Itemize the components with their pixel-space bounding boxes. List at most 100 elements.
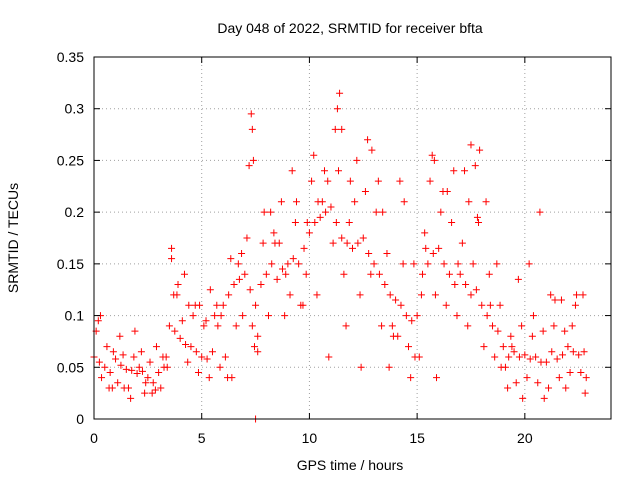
y-tick-label: 0.3 (65, 101, 85, 117)
data-point (247, 110, 255, 118)
data-point (98, 374, 106, 382)
data-point (284, 260, 292, 268)
data-point (515, 353, 523, 361)
data-point (239, 312, 247, 320)
data-point (214, 322, 222, 330)
data-point (408, 317, 416, 325)
data-point (400, 198, 408, 206)
data-point (375, 270, 383, 278)
data-point (417, 291, 425, 299)
data-point (331, 125, 339, 133)
data-point (103, 343, 111, 351)
data-point (521, 351, 529, 359)
data-point (338, 125, 346, 133)
data-point (462, 281, 470, 289)
data-point (324, 177, 332, 185)
data-point (356, 291, 364, 299)
data-point (170, 291, 178, 299)
data-point (246, 286, 254, 294)
data-point (114, 379, 122, 387)
data-point (526, 355, 534, 363)
data-point (557, 296, 565, 304)
data-point (461, 167, 469, 175)
data-point (264, 312, 272, 320)
data-point (155, 368, 163, 376)
data-point (405, 343, 413, 351)
y-tick-label: 0.1 (65, 308, 85, 324)
data-point (577, 368, 585, 376)
data-point (525, 260, 533, 268)
data-point (529, 312, 537, 320)
data-point (205, 374, 213, 382)
data-point (437, 208, 445, 216)
data-point (445, 270, 453, 278)
data-point (497, 363, 505, 371)
data-point (282, 270, 290, 278)
y-tick-label: 0.15 (57, 256, 84, 272)
data-point (431, 291, 439, 299)
data-point (288, 167, 296, 175)
data-point (157, 384, 165, 392)
data-point (313, 291, 321, 299)
data-point (168, 244, 176, 252)
data-point (333, 105, 341, 113)
data-point (379, 208, 387, 216)
data-point (428, 151, 436, 159)
data-point (221, 353, 229, 361)
data-point (493, 260, 501, 268)
data-point (545, 384, 553, 392)
data-point (277, 198, 285, 206)
data-point (536, 208, 544, 216)
data-points (90, 89, 590, 423)
data-point (116, 332, 124, 340)
data-point (187, 343, 195, 351)
data-point (128, 366, 136, 374)
data-point (273, 275, 281, 283)
data-point (542, 358, 550, 366)
data-point (119, 351, 127, 359)
data-point (206, 286, 214, 294)
data-point (248, 125, 256, 133)
data-point (553, 355, 561, 363)
data-point (411, 353, 419, 361)
x-tick-label: 10 (302, 430, 318, 446)
data-point (523, 374, 531, 382)
data-point (472, 286, 480, 294)
data-point (448, 218, 456, 226)
data-point (146, 358, 154, 366)
data-point (292, 198, 300, 206)
data-point (196, 301, 204, 309)
data-point (340, 270, 348, 278)
data-point (334, 167, 342, 175)
data-point (540, 394, 548, 402)
data-point (346, 177, 354, 185)
data-point (249, 156, 257, 164)
data-point (402, 312, 410, 320)
data-point (357, 363, 365, 371)
data-point (510, 348, 518, 356)
data-point (208, 348, 216, 356)
data-point (465, 198, 473, 206)
data-point (329, 239, 337, 247)
data-point (499, 343, 507, 351)
data-point (581, 389, 589, 397)
data-point (216, 363, 224, 371)
data-point (217, 312, 225, 320)
data-point (194, 368, 202, 376)
data-point (430, 156, 438, 164)
data-point (433, 374, 441, 382)
data-point (112, 355, 120, 363)
chart-title: Day 048 of 2022, SRMTID for receiver bft… (217, 20, 483, 36)
data-point (338, 234, 346, 242)
data-point (271, 239, 279, 247)
data-point (532, 353, 540, 361)
x-tick-label: 5 (198, 430, 206, 446)
data-point (295, 260, 303, 268)
data-point (343, 239, 351, 247)
data-point (464, 322, 472, 330)
data-point (302, 270, 310, 278)
data-point (336, 89, 344, 97)
y-tick-label: 0 (76, 411, 84, 427)
data-point (512, 379, 520, 387)
